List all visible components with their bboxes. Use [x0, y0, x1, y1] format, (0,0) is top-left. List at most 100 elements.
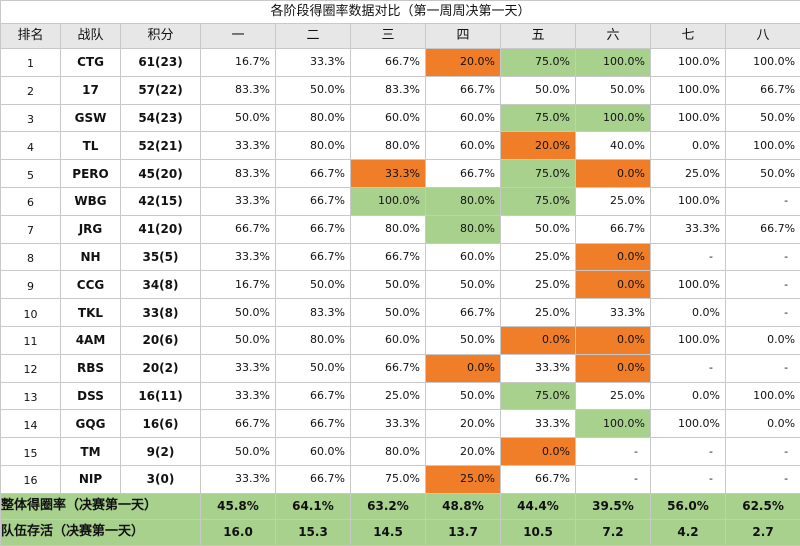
stage-value-cell: 50.0% [351, 271, 426, 299]
stage-value-cell: 25.0% [426, 465, 501, 493]
stage-value-cell: 60.0% [276, 438, 351, 466]
stage-value-cell: 33.3% [501, 410, 576, 438]
points-cell: 33(8) [121, 299, 201, 327]
stats-sheet: 各阶段得圈率数据对比（第一周周决第一天） 排名 战队 积分 一 二 三 四 五 … [0, 0, 800, 499]
stage-value-cell: 100.0% [651, 104, 726, 132]
stage-value-cell: 50.0% [201, 438, 276, 466]
stage-value-cell: - [726, 465, 800, 493]
stage-value-cell: - [576, 465, 651, 493]
stage-value-cell: - [651, 243, 726, 271]
rank-cell: 7 [1, 215, 61, 243]
team-cell: JRG [61, 215, 121, 243]
stage-value-cell: 66.7% [351, 49, 426, 77]
team-cell: PERO [61, 160, 121, 188]
points-cell: 20(6) [121, 326, 201, 354]
rank-cell: 6 [1, 187, 61, 215]
stage-value-cell: 66.7% [426, 299, 501, 327]
points-cell: 42(15) [121, 187, 201, 215]
team-cell: TM [61, 438, 121, 466]
rank-cell: 9 [1, 271, 61, 299]
stage-value-cell: 33.3% [201, 243, 276, 271]
stage-value-cell: 75.0% [501, 160, 576, 188]
stage-value-cell: 80.0% [426, 215, 501, 243]
stage-value-cell: 100.0% [726, 382, 800, 410]
stage-value-cell: 60.0% [426, 104, 501, 132]
stage-value-cell: - [726, 243, 800, 271]
stage-value-cell: 0.0% [726, 326, 800, 354]
stage-value-cell: 25.0% [351, 382, 426, 410]
stage-value-cell: 33.3% [201, 382, 276, 410]
stage-value-cell: 66.7% [351, 243, 426, 271]
stage-value-cell: 60.0% [351, 326, 426, 354]
rank-cell: 3 [1, 104, 61, 132]
points-cell: 16(11) [121, 382, 201, 410]
stage-value-cell: 50.0% [276, 271, 351, 299]
stage-value-cell: 83.3% [351, 76, 426, 104]
stage-value-cell: 50.0% [501, 76, 576, 104]
rank-cell: 12 [1, 354, 61, 382]
stage-value-cell: 66.7% [726, 215, 800, 243]
stage-value-cell: 100.0% [651, 410, 726, 438]
stage-value-cell: 50.0% [351, 299, 426, 327]
stage-value-cell: - [651, 354, 726, 382]
stage-value-cell: 20.0% [426, 49, 501, 77]
stage-value-cell: 20.0% [501, 132, 576, 160]
stage-value-cell: 50.0% [426, 382, 501, 410]
header-stage-8: 八 [726, 24, 800, 49]
team-cell: TL [61, 132, 121, 160]
stage-value-cell: 0.0% [576, 326, 651, 354]
header-rank: 排名 [1, 24, 61, 49]
summary-value-cell: 56.0% [651, 493, 726, 519]
stage-value-cell: 33.3% [276, 49, 351, 77]
header-stage-4: 四 [426, 24, 501, 49]
rank-cell: 10 [1, 299, 61, 327]
stage-value-cell: 80.0% [351, 215, 426, 243]
points-cell: 61(23) [121, 49, 201, 77]
stage-value-cell: - [726, 187, 800, 215]
stage-value-cell: 66.7% [276, 410, 351, 438]
stage-value-cell: 66.7% [276, 215, 351, 243]
stage-value-cell: 50.0% [501, 215, 576, 243]
team-cell: NIP [61, 465, 121, 493]
stage-value-cell: 25.0% [501, 271, 576, 299]
stage-value-cell: 80.0% [276, 132, 351, 160]
stage-value-cell: 0.0% [576, 271, 651, 299]
team-cell: CTG [61, 49, 121, 77]
stage-value-cell: 83.3% [276, 299, 351, 327]
stage-value-cell: 0.0% [726, 410, 800, 438]
stage-value-cell: 100.0% [651, 76, 726, 104]
rank-cell: 13 [1, 382, 61, 410]
stage-value-cell: 50.0% [201, 299, 276, 327]
table-title: 各阶段得圈率数据对比（第一周周决第一天） [1, 1, 800, 24]
stage-value-cell: 33.3% [201, 187, 276, 215]
stage-value-cell: 33.3% [201, 132, 276, 160]
stage-value-cell: 60.0% [426, 132, 501, 160]
points-cell: 20(2) [121, 354, 201, 382]
stage-value-cell: 33.3% [351, 410, 426, 438]
stage-value-cell: - [726, 299, 800, 327]
stage-value-cell: 16.7% [201, 271, 276, 299]
header-stage-3: 三 [351, 24, 426, 49]
stage-value-cell: 80.0% [426, 187, 501, 215]
summary-value-cell: 13.7 [426, 519, 501, 545]
stage-value-cell: 33.3% [201, 354, 276, 382]
title-row: 各阶段得圈率数据对比（第一周周决第一天） [1, 1, 800, 24]
stage-value-cell: 100.0% [576, 104, 651, 132]
rank-cell: 8 [1, 243, 61, 271]
stage-value-cell: 66.7% [351, 354, 426, 382]
stage-value-cell: 100.0% [576, 410, 651, 438]
stage-value-cell: 66.7% [276, 243, 351, 271]
stage-value-cell: - [651, 465, 726, 493]
stage-value-cell: 100.0% [651, 271, 726, 299]
team-cell: DSS [61, 382, 121, 410]
stage-value-cell: 66.7% [276, 382, 351, 410]
stage-value-cell: 25.0% [576, 187, 651, 215]
header-stage-6: 六 [576, 24, 651, 49]
stage-value-cell: - [576, 438, 651, 466]
